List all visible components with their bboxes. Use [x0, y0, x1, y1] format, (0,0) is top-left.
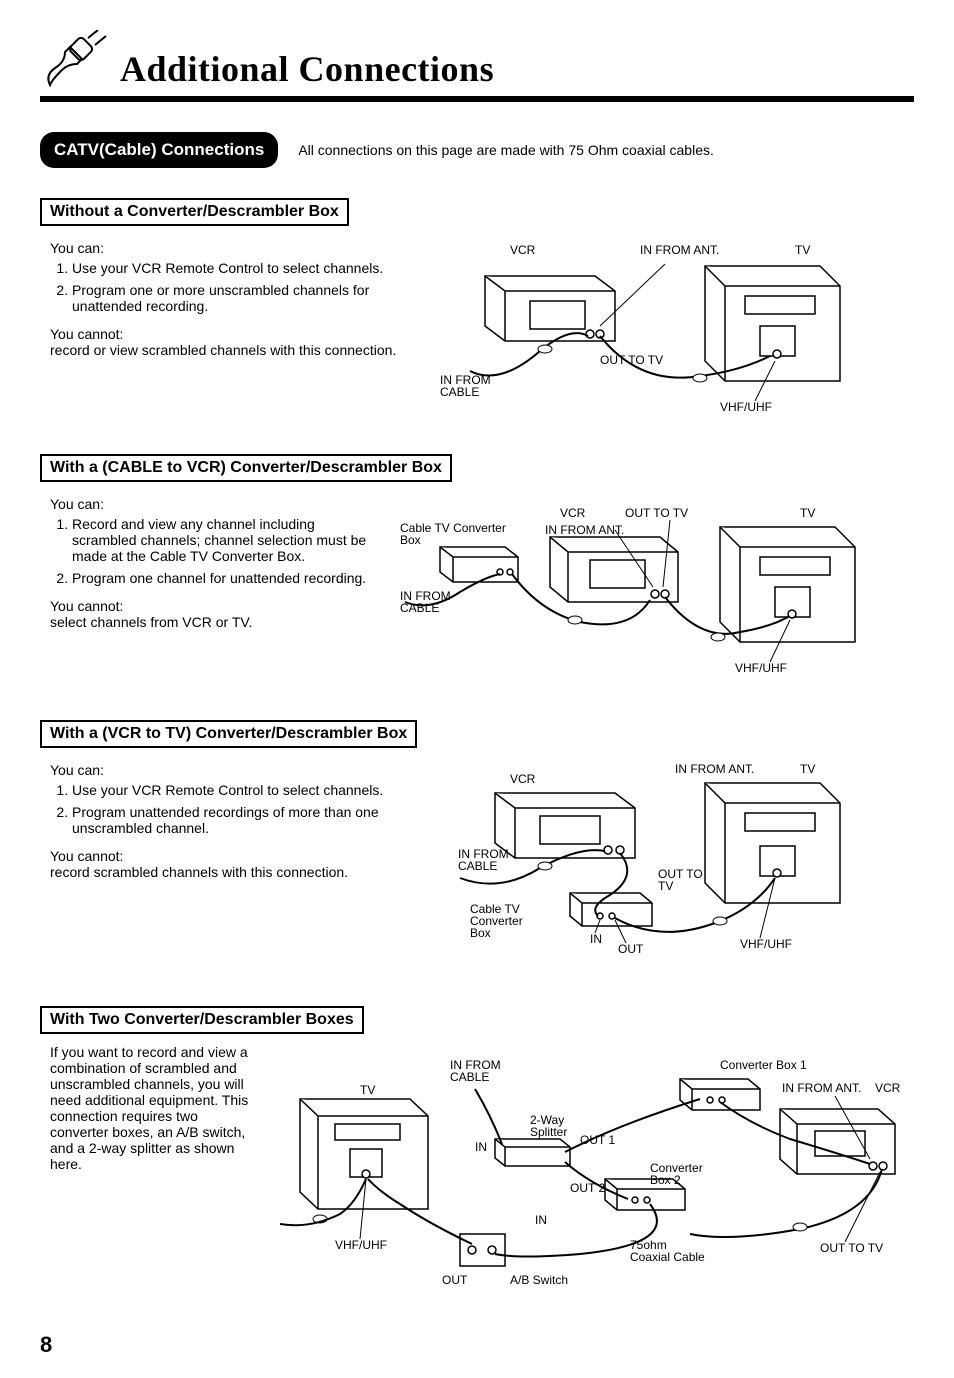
diagram-label: IN: [590, 932, 602, 946]
diagram-label: CABLE: [450, 1070, 489, 1084]
diagram-label: Splitter: [530, 1125, 567, 1139]
diagram-label: IN: [535, 1213, 547, 1227]
cannot-body: record or view scrambled channels with t…: [50, 342, 420, 358]
section-title: With a (CABLE to VCR) Converter/Descramb…: [40, 454, 452, 482]
diagram-label: TV: [800, 506, 815, 520]
list-item: Program unattended recordings of more th…: [72, 804, 420, 836]
you-can-label: You can:: [50, 496, 380, 512]
diagram-label: Converter Box 1: [720, 1058, 807, 1072]
section-title: Without a Converter/Descrambler Box: [40, 198, 349, 226]
diagram: VCR IN FROM ANT. TV IN FROM CABLE OUT TO…: [440, 236, 914, 416]
section-vcr-to-tv: With a (VCR to TV) Converter/Descrambler…: [40, 720, 914, 968]
diagram-label: VCR: [875, 1081, 900, 1095]
diagram-label: OUT 2: [570, 1181, 605, 1195]
text-col: You can: Record and view any channel inc…: [40, 492, 380, 630]
text-col: You can: Use your VCR Remote Control to …: [40, 758, 420, 880]
diagram: IN FROM CABLE TV 2-Way Splitter IN OUT 1…: [280, 1044, 914, 1294]
you-cannot-label: You cannot:: [50, 598, 380, 614]
section-without-converter: Without a Converter/Descrambler Box You …: [40, 198, 914, 416]
diagram-label: OUT TO TV: [820, 1241, 883, 1255]
cannot-body: select channels from VCR or TV.: [50, 614, 380, 630]
diagram-label: VHF/UHF: [740, 937, 792, 951]
diagram-label: OUT 1: [580, 1133, 615, 1147]
diagram-label: IN FROM ANT.: [640, 243, 719, 257]
page-header: Additional Connections: [40, 30, 914, 90]
diagram-label: OUT TO TV: [625, 506, 688, 520]
badge-row: CATV(Cable) Connections All connections …: [40, 132, 914, 168]
diagram-label: CABLE: [440, 385, 479, 399]
diagram-label: IN FROM ANT.: [545, 523, 624, 537]
list-item: Record and view any channel including sc…: [72, 516, 380, 564]
page-number: 8: [40, 1332, 914, 1358]
page-title: Additional Connections: [120, 48, 494, 90]
list-item: Program one channel for unattended recor…: [72, 570, 380, 586]
diagram-label: Box 2: [650, 1173, 681, 1187]
body-text: If you want to record and view a combina…: [50, 1044, 260, 1172]
diagram-label: IN FROM ANT.: [782, 1081, 861, 1095]
diagram-label: CABLE: [400, 601, 439, 615]
diagram-label: IN: [475, 1140, 487, 1154]
text-col: If you want to record and view a combina…: [40, 1044, 260, 1172]
list-item: Use your VCR Remote Control to select ch…: [72, 260, 420, 276]
diagram-label: VHF/UHF: [735, 661, 787, 675]
diagram-label: A/B Switch: [510, 1273, 568, 1287]
diagram-label: OUT: [442, 1273, 468, 1287]
section-title: With a (VCR to TV) Converter/Descrambler…: [40, 720, 417, 748]
diagram-label: CABLE: [458, 859, 497, 873]
section-title: With Two Converter/Descrambler Boxes: [40, 1006, 364, 1034]
you-can-label: You can:: [50, 762, 420, 778]
diagram-label: Coaxial Cable: [630, 1250, 705, 1264]
diagram-label: VHF/UHF: [335, 1238, 387, 1252]
diagram-label: OUT: [618, 942, 644, 956]
diagram-label: Box: [400, 533, 421, 547]
you-cannot-label: You cannot:: [50, 326, 420, 342]
diagram: VCR IN FROM ANT. TV IN FROM CABLE OUT TO…: [440, 758, 914, 968]
text-col: You can: Use your VCR Remote Control to …: [40, 236, 420, 358]
cannot-body: record scrambled channels with this conn…: [50, 864, 420, 880]
list-item: Use your VCR Remote Control to select ch…: [72, 782, 420, 798]
diagram-label: TV: [795, 243, 810, 257]
catv-badge: CATV(Cable) Connections: [40, 132, 278, 168]
diagram: Cable TV Converter Box VCR OUT TO TV TV …: [400, 492, 914, 682]
diagram-label: VCR: [560, 506, 586, 520]
diagram-label: TV: [360, 1083, 375, 1097]
diagram-label: Box: [470, 926, 491, 940]
diagram-label: VCR: [510, 772, 536, 786]
diagram-label: TV: [658, 879, 673, 893]
title-rule: [40, 96, 914, 102]
diagram-label: VCR: [510, 243, 536, 257]
diagram-label: VHF/UHF: [720, 400, 772, 414]
diagram-label: IN FROM ANT.: [675, 762, 754, 776]
diagram-label: TV: [800, 762, 815, 776]
you-can-label: You can:: [50, 240, 420, 256]
diagram-label: OUT TO TV: [600, 353, 663, 367]
section-cable-to-vcr: With a (CABLE to VCR) Converter/Descramb…: [40, 454, 914, 682]
plug-icon: [40, 30, 110, 90]
you-cannot-label: You cannot:: [50, 848, 420, 864]
intro-text: All connections on this page are made wi…: [298, 142, 714, 158]
section-two-converters: With Two Converter/Descrambler Boxes If …: [40, 1006, 914, 1294]
list-item: Program one or more unscrambled channels…: [72, 282, 420, 314]
